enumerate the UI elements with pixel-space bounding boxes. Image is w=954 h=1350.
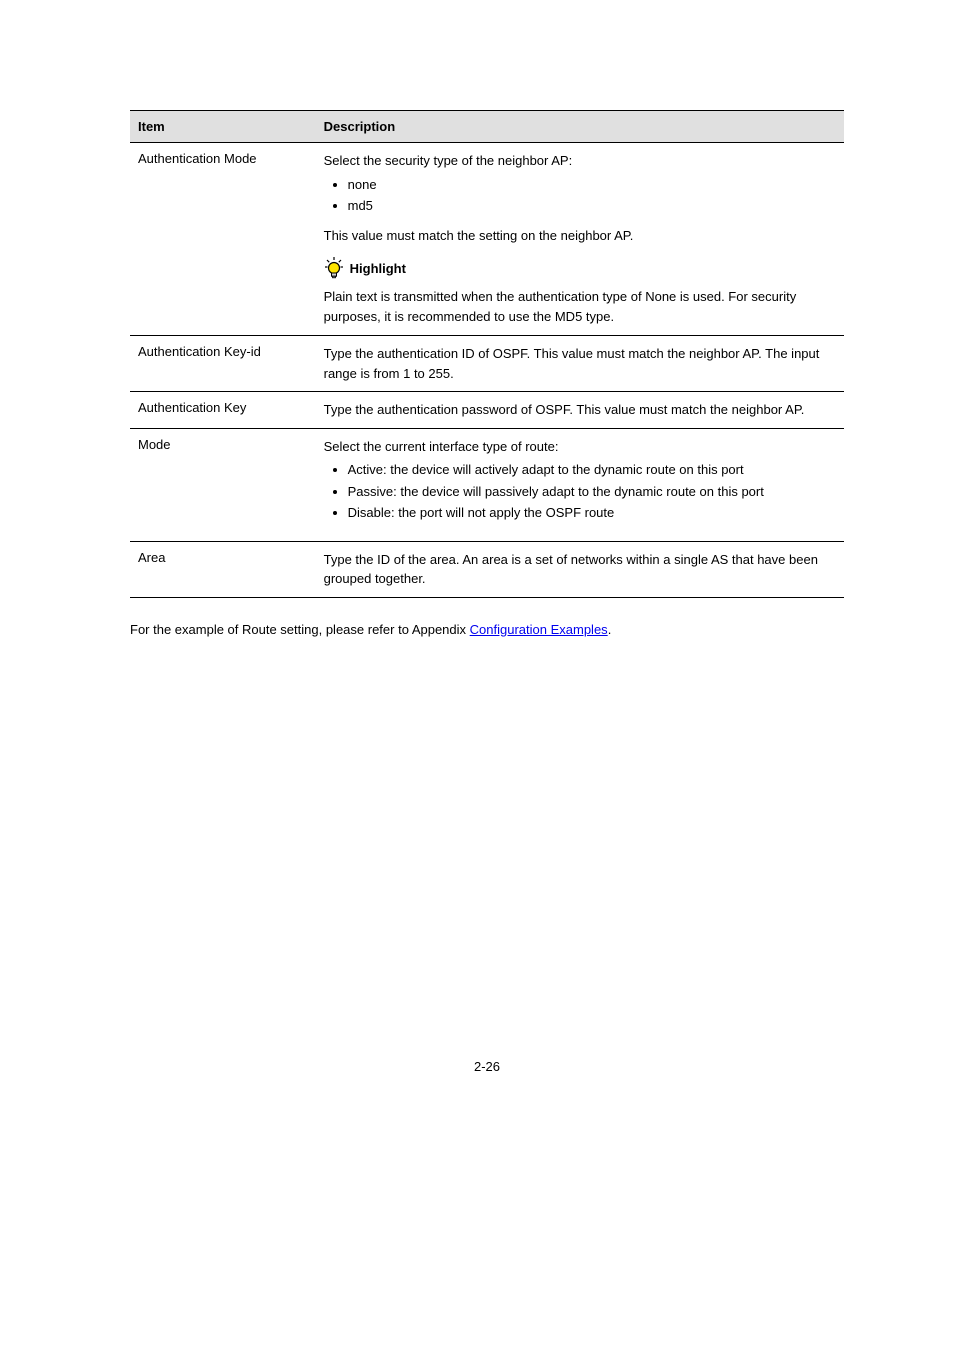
lightbulb-icon — [324, 257, 344, 281]
footer-paragraph: For the example of Route setting, please… — [130, 620, 844, 640]
config-examples-link[interactable]: Configuration Examples — [470, 622, 608, 637]
row-bullet-list: none md5 — [324, 175, 834, 216]
row-content: Type the authentication ID of OSPF. This… — [316, 336, 844, 392]
list-item: Active: the device will actively adapt t… — [348, 460, 834, 480]
paragraph-post: . — [608, 622, 612, 637]
table-header-item: Item — [130, 111, 316, 143]
highlight-label: Highlight — [350, 259, 406, 279]
row-post-text: This value must match the setting on the… — [324, 226, 834, 246]
table-header-description: Description — [316, 111, 844, 143]
list-item: md5 — [348, 196, 834, 216]
page-number: 2-26 — [130, 1059, 844, 1074]
highlight-text: Plain text is transmitted when the authe… — [324, 287, 834, 327]
row-bullet-list: Active: the device will actively adapt t… — [324, 460, 834, 523]
row-label: Authentication Mode — [130, 143, 316, 336]
list-item: Disable: the port will not apply the OSP… — [348, 503, 834, 523]
row-content: Type the authentication password of OSPF… — [316, 392, 844, 429]
table-row: Authentication Mode Select the security … — [130, 143, 844, 336]
list-item: Passive: the device will passively adapt… — [348, 482, 834, 502]
row-content: Type the ID of the area. An area is a se… — [316, 541, 844, 597]
table-row: Authentication Key-id Type the authentic… — [130, 336, 844, 392]
row-intro-text: Select the security type of the neighbor… — [324, 151, 834, 171]
row-intro-text: Select the current interface type of rou… — [324, 437, 834, 457]
table-row: Authentication Key Type the authenticati… — [130, 392, 844, 429]
table-row: Mode Select the current interface type o… — [130, 428, 844, 541]
row-content: Select the current interface type of rou… — [316, 428, 844, 541]
row-label: Mode — [130, 428, 316, 541]
row-content: Select the security type of the neighbor… — [316, 143, 844, 336]
table-row: Area Type the ID of the area. An area is… — [130, 541, 844, 597]
row-label: Authentication Key — [130, 392, 316, 429]
row-label: Area — [130, 541, 316, 597]
paragraph-pre: For the example of Route setting, please… — [130, 622, 470, 637]
list-item: none — [348, 175, 834, 195]
row-label: Authentication Key-id — [130, 336, 316, 392]
settings-table: Item Description Authentication Mode Sel… — [130, 110, 844, 598]
highlight-note: Highlight Plain text is transmitted when… — [324, 257, 834, 327]
